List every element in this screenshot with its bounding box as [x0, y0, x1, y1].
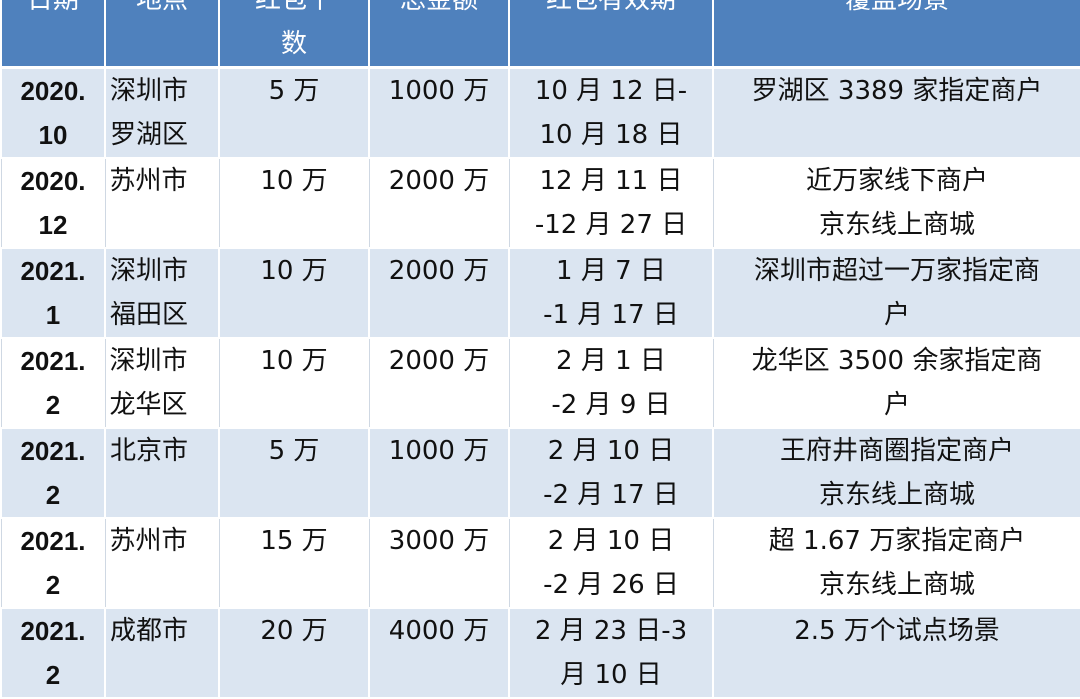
cell-period: 2 月 10 日 -2 月 26 日: [508, 517, 714, 609]
cell-location: 深圳市 罗湖区: [104, 66, 220, 159]
cell-amount: 1000 万: [368, 427, 510, 519]
header-period: 红包有效期: [508, 0, 714, 69]
cell-location: 苏州市: [104, 517, 220, 609]
header-count: 红包个 数: [218, 0, 370, 69]
cell-date: 2020. 10: [0, 66, 106, 159]
cell-scene: 近万家线下商户 京东线上商城: [712, 157, 1080, 249]
cell-date: 2021. 2: [0, 337, 106, 429]
cell-scene: 罗湖区 3389 家指定商户: [712, 66, 1080, 159]
cell-date: 2021. 2: [0, 607, 106, 699]
cell-date: 2021. 2: [0, 517, 106, 609]
cell-scene: 王府井商圈指定商户 京东线上商城: [712, 427, 1080, 519]
cell-count: 10 万: [218, 337, 370, 429]
cell-location: 成都市: [104, 607, 220, 699]
cell-amount: 1000 万: [368, 66, 510, 159]
cell-location: 北京市: [104, 427, 220, 519]
header-amount: 总金额: [368, 0, 510, 69]
cell-period: 2 月 23 日-3 月 10 日: [508, 607, 714, 699]
cell-period: 2 月 10 日 -2 月 17 日: [508, 427, 714, 519]
cell-count: 5 万: [218, 427, 370, 519]
header-scene: 覆盖场景: [712, 0, 1080, 69]
cell-period: 10 月 12 日- 10 月 18 日: [508, 66, 714, 159]
cell-amount: 4000 万: [368, 607, 510, 699]
cell-period: 12 月 11 日 -12 月 27 日: [508, 157, 714, 249]
cell-amount: 2000 万: [368, 337, 510, 429]
cell-location: 深圳市 福田区: [104, 247, 220, 339]
cell-scene: 龙华区 3500 余家指定商 户: [712, 337, 1080, 429]
header-location: 地点: [104, 0, 220, 69]
cell-date: 2021. 1: [0, 247, 106, 339]
cell-amount: 2000 万: [368, 247, 510, 339]
cell-date: 2021. 2: [0, 427, 106, 519]
cell-count: 10 万: [218, 157, 370, 249]
cell-location: 深圳市 龙华区: [104, 337, 220, 429]
cell-scene: 超 1.67 万家指定商户 京东线上商城: [712, 517, 1080, 609]
cell-period: 2 月 1 日 -2 月 9 日: [508, 337, 714, 429]
cell-location: 苏州市: [104, 157, 220, 249]
table-row: 2020. 12 苏州市 10 万 2000 万 12 月 11 日 -12 月 27 …: [0, 157, 1080, 249]
cell-count: 20 万: [218, 607, 370, 699]
cell-scene: 深圳市超过一万家指定商 户: [712, 247, 1080, 339]
header-row: 日期 地点 红包个 数 总金额 红包有效期 覆盖场景: [0, 0, 1080, 69]
table-row: 2020. 10 深圳市 罗湖区 5 万 1000 万 10 月 12 日- 10 月 …: [0, 66, 1080, 159]
cell-scene: 2.5 万个试点场景: [712, 607, 1080, 699]
cell-amount: 2000 万: [368, 157, 510, 249]
header-date: 日期: [0, 0, 106, 69]
cell-period: 1 月 7 日 -1 月 17 日: [508, 247, 714, 339]
cell-count: 15 万: [218, 517, 370, 609]
cell-amount: 3000 万: [368, 517, 510, 609]
cell-date: 2020. 12: [0, 157, 106, 249]
cell-count: 5 万: [218, 66, 370, 159]
cell-count: 10 万: [218, 247, 370, 339]
